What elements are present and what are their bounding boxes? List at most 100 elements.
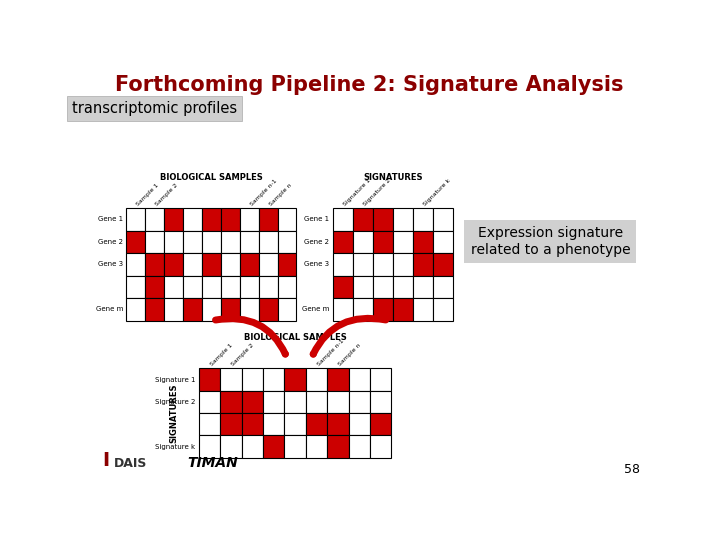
Text: transcriptomic profiles: transcriptomic profiles [71,101,237,116]
Text: Gene 1: Gene 1 [98,217,123,222]
Bar [392,231,413,253]
Bar [202,298,221,321]
Bar [370,368,392,390]
Bar [277,298,297,321]
Bar [306,413,327,435]
Bar [433,208,453,231]
Bar [242,413,263,435]
Bar [240,275,258,298]
Bar [392,253,413,275]
Bar [306,435,327,458]
Bar [263,435,284,458]
Bar [327,413,348,435]
Bar [164,298,183,321]
Bar [126,208,145,231]
Bar [333,231,353,253]
Bar [242,435,263,458]
Bar [433,253,453,275]
Bar [348,368,370,390]
Text: Sample 2: Sample 2 [231,343,256,367]
Bar [242,368,263,390]
Bar [199,435,220,458]
Bar [373,231,392,253]
Bar [220,368,242,390]
Bar [327,368,348,390]
Text: SIGNATURES: SIGNATURES [169,383,179,443]
Text: Signature 2: Signature 2 [363,178,392,207]
Text: 58: 58 [624,463,639,476]
Bar [126,298,145,321]
Bar [413,298,433,321]
Bar [284,413,306,435]
Bar [164,253,183,275]
Bar [327,390,348,413]
Bar [327,435,348,458]
Text: BIOLOGICAL SAMPLES: BIOLOGICAL SAMPLES [243,333,346,342]
Bar [348,390,370,413]
Bar [164,208,183,231]
Bar [220,390,242,413]
Bar [433,231,453,253]
Bar [126,253,145,275]
Bar [164,231,183,253]
Bar [306,368,327,390]
FancyArrowPatch shape [215,319,285,354]
Bar [413,275,433,298]
Bar [284,435,306,458]
Bar [263,413,284,435]
Bar [373,253,392,275]
Bar [221,253,240,275]
Bar [277,253,297,275]
Bar [263,368,284,390]
FancyArrowPatch shape [313,318,386,354]
Bar [258,208,277,231]
Bar [333,298,353,321]
Text: Signature 2: Signature 2 [155,399,195,405]
Bar [242,390,263,413]
Text: Sample n: Sample n [338,343,362,367]
Bar [183,208,202,231]
Text: DAIS: DAIS [114,457,147,470]
Bar [220,413,242,435]
Bar [413,231,433,253]
Text: Gene 3: Gene 3 [305,261,329,267]
Bar [277,208,297,231]
Bar [433,275,453,298]
Text: Signature k: Signature k [156,443,195,450]
Bar [202,253,221,275]
Bar [221,208,240,231]
Text: Gene m: Gene m [96,306,123,312]
Bar [221,275,240,298]
Text: Sample 1: Sample 1 [210,343,234,367]
Bar [284,390,306,413]
Bar [240,253,258,275]
Bar [392,298,413,321]
Bar [202,231,221,253]
Bar [221,298,240,321]
Text: Gene 3: Gene 3 [98,261,123,267]
Text: I: I [102,451,109,470]
Text: TIMAN: TIMAN [188,456,238,470]
Bar [353,298,373,321]
Bar [183,253,202,275]
Bar [370,390,392,413]
Text: SIGNATURES: SIGNATURES [363,173,423,181]
Bar [413,208,433,231]
Bar [392,208,413,231]
Bar [183,275,202,298]
Bar [263,390,284,413]
Bar [373,208,392,231]
Bar [183,231,202,253]
Text: Sample n: Sample n [268,183,292,207]
Bar [221,231,240,253]
Text: BIOLOGICAL SAMPLES: BIOLOGICAL SAMPLES [160,173,263,181]
Bar [240,231,258,253]
Bar [373,298,392,321]
Bar [348,435,370,458]
Text: Gene m: Gene m [302,306,329,312]
Text: Expression signature
related to a phenotype: Expression signature related to a phenot… [471,226,630,256]
Bar [145,208,164,231]
Text: Forthcoming Pipeline 2: Signature Analysis: Forthcoming Pipeline 2: Signature Analys… [114,75,624,95]
Bar [202,275,221,298]
Bar [258,253,277,275]
